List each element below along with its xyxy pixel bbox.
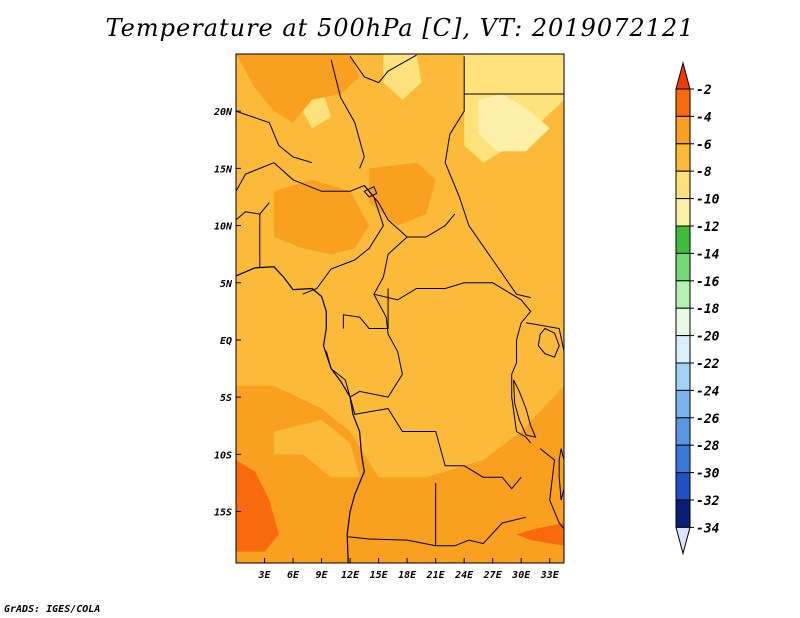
field-region-cool-northeast-inner <box>478 94 550 152</box>
country-border <box>348 536 436 547</box>
country-border <box>373 282 532 341</box>
coastline <box>236 266 365 563</box>
colorbar-swatch <box>675 307 691 337</box>
field-region-hot-southwest <box>236 460 279 552</box>
colorbar-label: -8 <box>696 165 712 180</box>
country-border <box>539 448 564 530</box>
colorbar-swatch <box>675 170 691 200</box>
y-tick-label: 10S <box>214 450 232 461</box>
colorbar-swatch <box>675 444 691 474</box>
colorbar-label: -24 <box>696 384 720 399</box>
map-frame <box>235 53 565 564</box>
colorbar-label: -34 <box>696 521 720 536</box>
y-tick-label: 5N <box>220 279 233 290</box>
field-region-warm-west-africa <box>236 54 360 123</box>
country-border <box>444 56 531 299</box>
y-tick-label: 5S <box>220 393 232 404</box>
colorbar-swatch <box>675 389 691 419</box>
x-tick-label: 9E <box>316 570 329 581</box>
colorbar-label: -14 <box>696 247 720 262</box>
country-border <box>511 340 532 444</box>
colorbar-label: -20 <box>696 330 720 345</box>
y-tick-label: 10N <box>214 222 233 233</box>
x-tick-label: 21E <box>426 570 446 581</box>
colorbar-label: -18 <box>696 302 720 317</box>
x-tick-label: 15E <box>370 570 389 581</box>
colorbar-top-arrow <box>675 61 691 90</box>
lake-outline <box>537 327 560 358</box>
colorbar-label: -10 <box>696 193 720 208</box>
colorbar-label: -28 <box>696 439 720 454</box>
field-region-warm-nigeria <box>274 179 370 255</box>
field-region-hot-southeast <box>516 523 564 546</box>
colorbar-swatch <box>675 143 691 172</box>
country-borders <box>236 54 564 563</box>
country-border <box>349 396 522 490</box>
x-tick-label: 30E <box>511 570 531 581</box>
colorbar-label: -16 <box>696 275 720 290</box>
colorbar: -2 -4 -6 -8 -10 -12 -14 -16 -18 -20 -22 -24 -26 -28 -3… <box>675 61 720 556</box>
temperature-field <box>236 54 564 563</box>
colorbar-swatch <box>675 115 691 145</box>
x-tick-label: 24E <box>454 570 474 581</box>
lake-outline <box>513 379 537 438</box>
colorbar-label: -2 <box>696 83 712 98</box>
field-region-cool-south-center <box>407 408 465 466</box>
colorbar-swatch <box>675 335 691 364</box>
colorbar-swatch <box>675 499 691 528</box>
x-tick-label: 18E <box>398 570 417 581</box>
x-tick-label: 27E <box>483 570 503 581</box>
field-region-cool-southwest-band <box>274 420 360 478</box>
country-border <box>236 110 313 164</box>
country-border <box>330 59 365 169</box>
colorbar-swatch <box>675 280 691 309</box>
colorbar-label: -32 <box>696 494 720 509</box>
colorbar-swatch <box>675 225 691 254</box>
colorbar-swatch <box>675 198 691 227</box>
colorbar-label: -22 <box>696 357 720 372</box>
map-axes: 3E 6E 9E 12E 15E 18E 21E 24E 27E 30E 33E 20N 15N 10N 5… <box>213 107 560 581</box>
grads-credit: GrADS: IGES/COLA <box>4 604 101 615</box>
lake-outline <box>363 186 378 198</box>
lake-outline <box>558 448 564 501</box>
country-border <box>273 162 384 295</box>
map-title: Temperature at 500hPa [C], VT: 201907212… <box>105 14 695 42</box>
colorbar-swatch <box>675 472 691 501</box>
colorbar-swatch <box>675 252 691 282</box>
colorbar-label: -30 <box>696 467 720 482</box>
colorbar-swatch <box>675 417 691 446</box>
y-tick-label: EQ <box>220 336 232 347</box>
colorbar-label: -6 <box>696 138 712 153</box>
x-tick-label: 3E <box>257 570 271 581</box>
colorbar-swatch <box>675 362 691 391</box>
country-border <box>236 162 275 192</box>
colorbar-label: -4 <box>696 110 712 125</box>
colorbar-swatch <box>675 88 691 117</box>
colorbar-label: -12 <box>696 220 720 235</box>
field-region-warm-chad <box>369 162 436 226</box>
y-tick-label: 20N <box>213 107 233 118</box>
x-tick-label: 12E <box>341 570 360 581</box>
country-border <box>236 202 270 277</box>
y-tick-label: 15N <box>214 164 233 175</box>
x-tick-label: 33E <box>540 570 560 581</box>
colorbar-label: -26 <box>696 412 720 427</box>
field-region-cool-north-patch <box>383 54 422 100</box>
country-border <box>525 322 564 352</box>
country-border <box>349 54 417 84</box>
x-tick-label: 6E <box>287 570 300 581</box>
country-border <box>349 236 408 398</box>
y-tick-label: 15S <box>214 508 232 519</box>
country-border <box>342 288 389 329</box>
colorbar-bottom-arrow <box>675 526 691 556</box>
